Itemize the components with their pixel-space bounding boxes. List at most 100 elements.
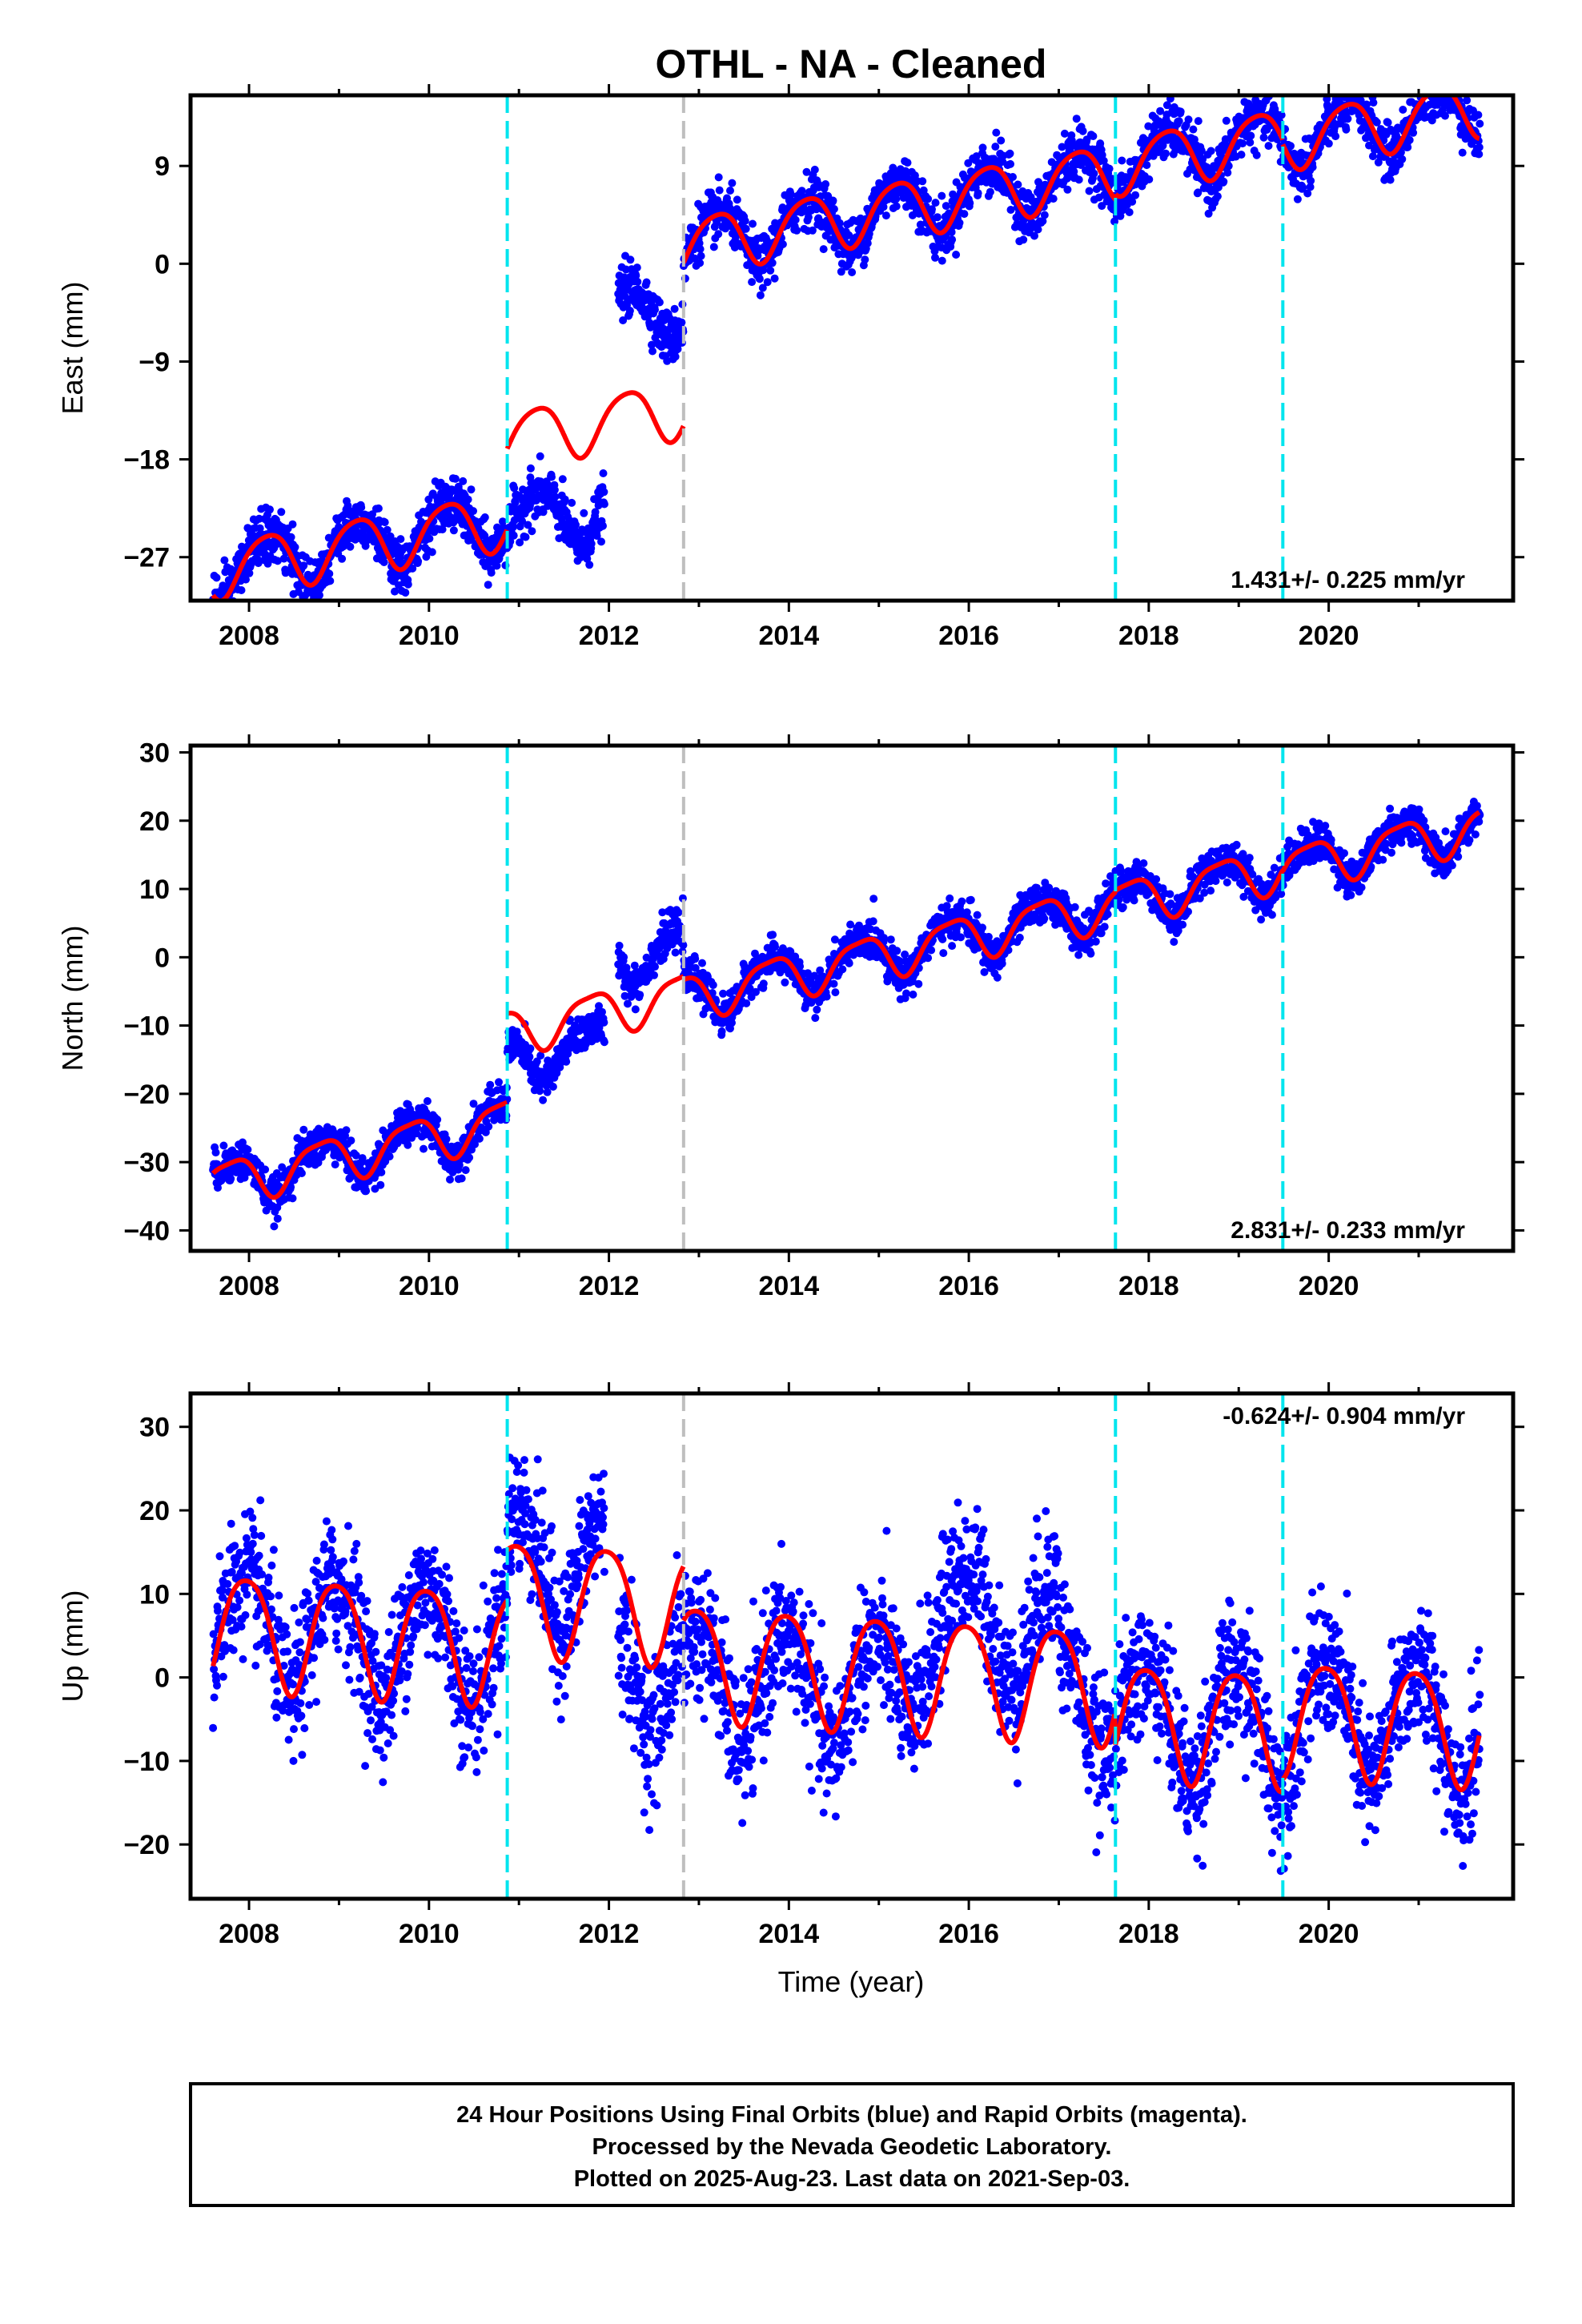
east-rate-label: 1.431+/- 0.225 mm/yr — [1231, 567, 1465, 593]
data-point — [633, 277, 642, 286]
data-point — [342, 1126, 351, 1135]
data-point — [1085, 187, 1094, 195]
data-point — [793, 226, 801, 235]
data-point — [1424, 64, 1432, 72]
data-point — [632, 263, 641, 272]
data-point — [469, 507, 477, 516]
data-point — [848, 268, 857, 276]
data-point — [1324, 139, 1333, 148]
data-point — [532, 1057, 541, 1066]
x-tick-label: 2016 — [938, 621, 999, 651]
data-point — [211, 610, 219, 618]
data-point — [471, 1140, 479, 1148]
data-point — [227, 1174, 235, 1183]
data-point — [1204, 209, 1213, 218]
data-point — [1463, 96, 1472, 105]
data-point — [1365, 141, 1373, 150]
data-point — [600, 500, 608, 509]
data-point — [655, 298, 664, 307]
data-point — [273, 1214, 282, 1223]
data-point — [1142, 161, 1151, 170]
data-point — [749, 219, 757, 228]
data-point — [492, 561, 501, 570]
data-point — [1118, 156, 1126, 165]
data-point — [808, 226, 817, 235]
data-point — [550, 485, 559, 494]
data-point — [756, 291, 765, 300]
data-point — [226, 606, 234, 614]
data-point — [420, 1144, 428, 1153]
data-point — [220, 556, 229, 565]
data-point — [1440, 76, 1448, 84]
data-point — [1442, 82, 1450, 90]
data-point — [931, 199, 940, 207]
data-point — [592, 532, 601, 541]
data-point — [886, 935, 895, 944]
data-point — [404, 1140, 412, 1149]
data-point — [1303, 189, 1312, 198]
data-point — [1342, 125, 1351, 134]
data-point — [459, 476, 468, 485]
east-plot-area — [209, 55, 1484, 618]
data-point — [558, 475, 567, 484]
data-point — [632, 271, 640, 279]
data-point — [358, 1154, 367, 1163]
data-point — [903, 159, 912, 167]
data-point — [1287, 142, 1295, 151]
data-point — [674, 908, 683, 917]
data-point — [212, 608, 220, 616]
data-point — [512, 1027, 521, 1036]
data-point — [986, 187, 994, 196]
data-point — [210, 601, 218, 609]
data-point — [810, 165, 819, 174]
data-point — [300, 602, 308, 610]
data-point — [698, 959, 706, 967]
data-point — [422, 553, 431, 561]
data-point — [510, 484, 519, 493]
data-point — [697, 251, 705, 260]
data-point — [495, 1078, 503, 1087]
data-point — [1105, 164, 1114, 173]
data-point — [591, 508, 600, 517]
data-point — [1352, 86, 1360, 94]
data-point — [326, 577, 335, 585]
data-point — [1419, 80, 1427, 88]
data-point — [433, 1116, 442, 1124]
data-point — [511, 498, 520, 507]
data-point — [670, 304, 679, 313]
data-point — [524, 521, 532, 529]
data-point — [679, 941, 688, 950]
data-point — [414, 557, 423, 565]
data-point — [1425, 86, 1433, 94]
data-point — [401, 589, 410, 597]
data-point — [391, 587, 399, 596]
data-point — [543, 1088, 552, 1096]
data-point — [742, 999, 751, 1007]
data-point — [1444, 82, 1452, 90]
y-tick-label: 0 — [155, 249, 170, 279]
data-point — [972, 152, 981, 161]
data-point — [1416, 79, 1424, 87]
data-point — [829, 196, 837, 205]
data-point — [314, 1158, 323, 1167]
data-point — [1423, 79, 1431, 87]
data-point — [1416, 81, 1424, 89]
data-point — [778, 240, 787, 248]
data-point — [1421, 74, 1429, 82]
data-point — [338, 554, 347, 563]
y-tick-label: −27 — [123, 543, 170, 573]
data-point — [863, 239, 872, 247]
data-point — [1426, 75, 1434, 83]
data-point — [1399, 106, 1407, 114]
data-point — [1451, 74, 1459, 82]
data-point — [717, 1027, 726, 1035]
data-point — [1453, 84, 1461, 92]
data-point — [1447, 78, 1456, 86]
data-point — [1006, 206, 1015, 214]
data-point — [324, 533, 333, 542]
data-point — [1341, 81, 1349, 89]
east-panel: 2008 2010 2012 2014 2016 2018 202090−9−18−27Ea… — [56, 55, 1524, 651]
data-point — [597, 537, 605, 546]
data-point — [1440, 55, 1448, 63]
